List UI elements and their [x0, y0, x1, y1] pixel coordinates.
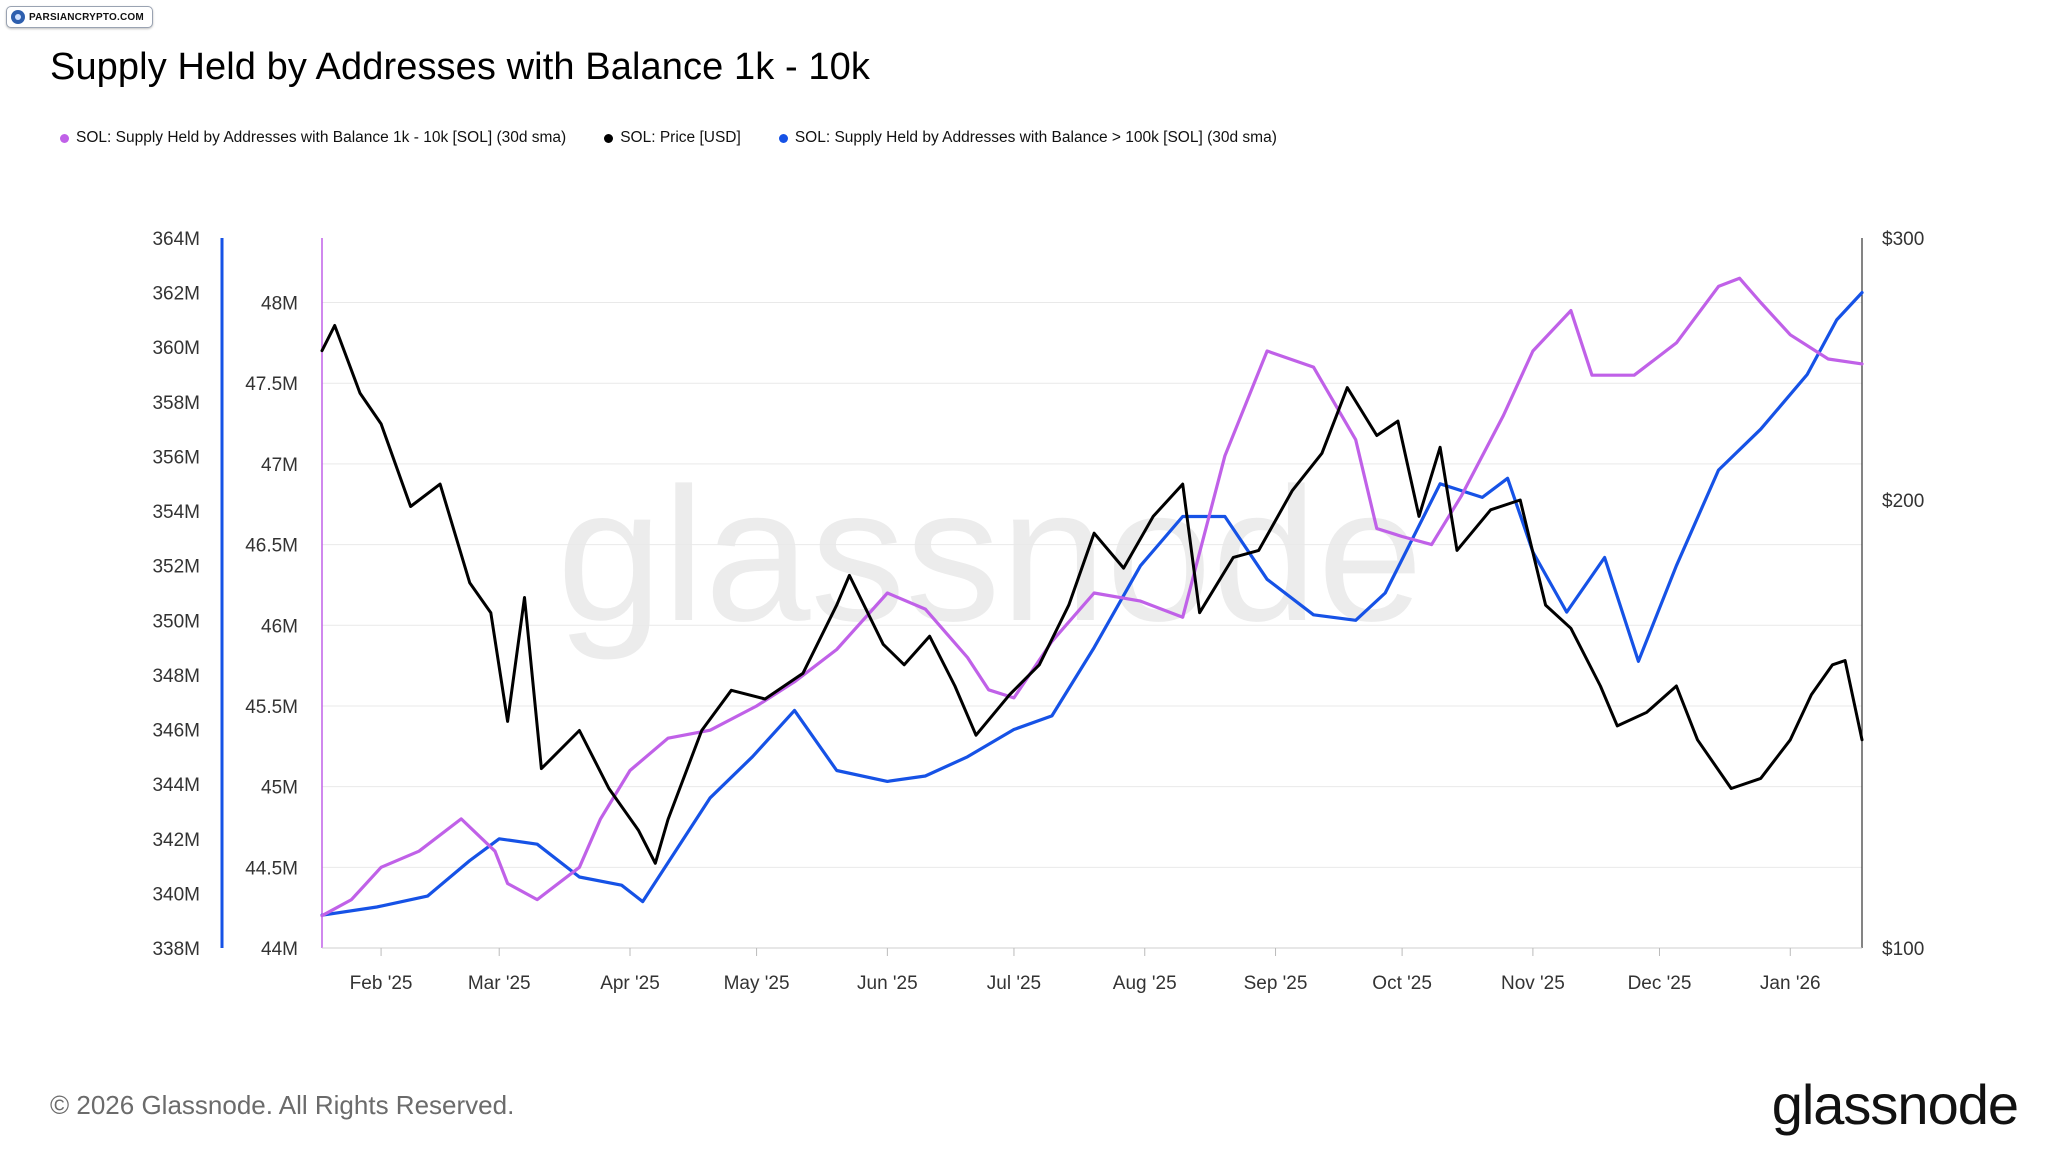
badge-text: PARSIANCRYPTO.COM	[29, 11, 144, 23]
y-tick-label-right: $300	[1882, 229, 1924, 250]
legend-item-supply-100k[interactable]: SOL: Supply Held by Addresses with Balan…	[778, 129, 1277, 147]
x-tick-label: Jan '26	[1760, 973, 1821, 994]
y-tick-label-outer: 348M	[152, 666, 200, 687]
brand-logo: glassnode	[1771, 1073, 2019, 1136]
series-line-supply-100k[interactable]	[320, 291, 1864, 917]
y-tick-label-outer: 360M	[152, 338, 200, 359]
y-tick-label-outer: 342M	[152, 830, 200, 851]
legend: SOL: Supply Held by Addresses with Balan…	[60, 129, 1277, 147]
y-tick-label-inner: 45.5M	[245, 697, 298, 718]
y-tick-label-right: $100	[1882, 939, 1924, 960]
y-tick-label-outer: 338M	[152, 939, 200, 960]
y-tick-label-outer: 358M	[152, 393, 200, 414]
y-tick-label-outer: 350M	[152, 611, 200, 632]
x-tick-label: Sep '25	[1244, 973, 1308, 994]
legend-label: SOL: Supply Held by Addresses with Balan…	[794, 129, 1277, 146]
x-tick-label: Nov '25	[1501, 973, 1565, 994]
y-tick-label-inner: 44.5M	[245, 858, 298, 879]
x-tick-label: Dec '25	[1628, 973, 1692, 994]
legend-dot-icon	[604, 133, 614, 143]
legend-dot-icon	[778, 133, 788, 143]
y-tick-label-outer: 344M	[152, 775, 200, 796]
x-tick-label: Aug '25	[1113, 973, 1177, 994]
watermark-text: glassnode	[557, 449, 1423, 661]
y-tick-label-outer: 362M	[152, 284, 200, 305]
y-tick-label-outer: 346M	[152, 721, 200, 742]
y-tick-label-outer: 354M	[152, 502, 200, 523]
y-tick-label-inner: 46.5M	[245, 536, 298, 557]
y-tick-label-outer: 352M	[152, 557, 200, 578]
y-tick-label-inner: 44M	[261, 939, 298, 960]
badge-logo-icon	[11, 10, 25, 24]
y-tick-label-outer: 364M	[152, 229, 200, 250]
x-tick-label: Apr '25	[600, 973, 660, 994]
y-tick-label-inner: 46M	[261, 616, 298, 637]
x-tick-label: Mar '25	[468, 973, 531, 994]
y-tick-label-right: $200	[1882, 491, 1924, 512]
y-tick-label-inner: 48M	[261, 294, 298, 315]
series-line-price[interactable]	[320, 324, 1864, 865]
grid-lines	[322, 302, 1862, 868]
copyright-footer: © 2026 Glassnode. All Rights Reserved.	[50, 1090, 515, 1120]
legend-label: SOL: Price [USD]	[620, 129, 741, 146]
x-tick-label: Jun '25	[857, 973, 918, 994]
x-tick-label: Oct '25	[1372, 973, 1432, 994]
source-badge: PARSIANCRYPTO.COM	[6, 6, 153, 28]
y-tick-label-outer: 340M	[152, 884, 200, 905]
x-tick-label: Feb '25	[350, 973, 413, 994]
y-tick-label-outer: 356M	[152, 447, 200, 468]
series-line-supply-1k-10k[interactable]	[320, 276, 1864, 918]
axes: 338M 340M 342M 344M 346M 348M 350M 352M 354M 356M…	[152, 229, 1924, 994]
legend-dot-icon	[60, 133, 69, 143]
legend-item-supply-1k-10k[interactable]: SOL: Supply Held by Addresses with Balan…	[60, 129, 566, 147]
chart-title: Supply Held by Addresses with Balance 1k…	[50, 46, 870, 88]
legend-label: SOL: Supply Held by Addresses with Balan…	[76, 129, 567, 146]
legend-item-price[interactable]: SOL: Price [USD]	[604, 129, 741, 147]
series-lines	[320, 276, 1864, 918]
x-tick-label: Jul '25	[987, 973, 1041, 994]
y-tick-label-inner: 47M	[261, 455, 298, 476]
y-tick-label-inner: 45M	[261, 778, 298, 799]
x-tick-label: May '25	[724, 973, 790, 994]
y-tick-label-inner: 47.5M	[245, 374, 298, 395]
